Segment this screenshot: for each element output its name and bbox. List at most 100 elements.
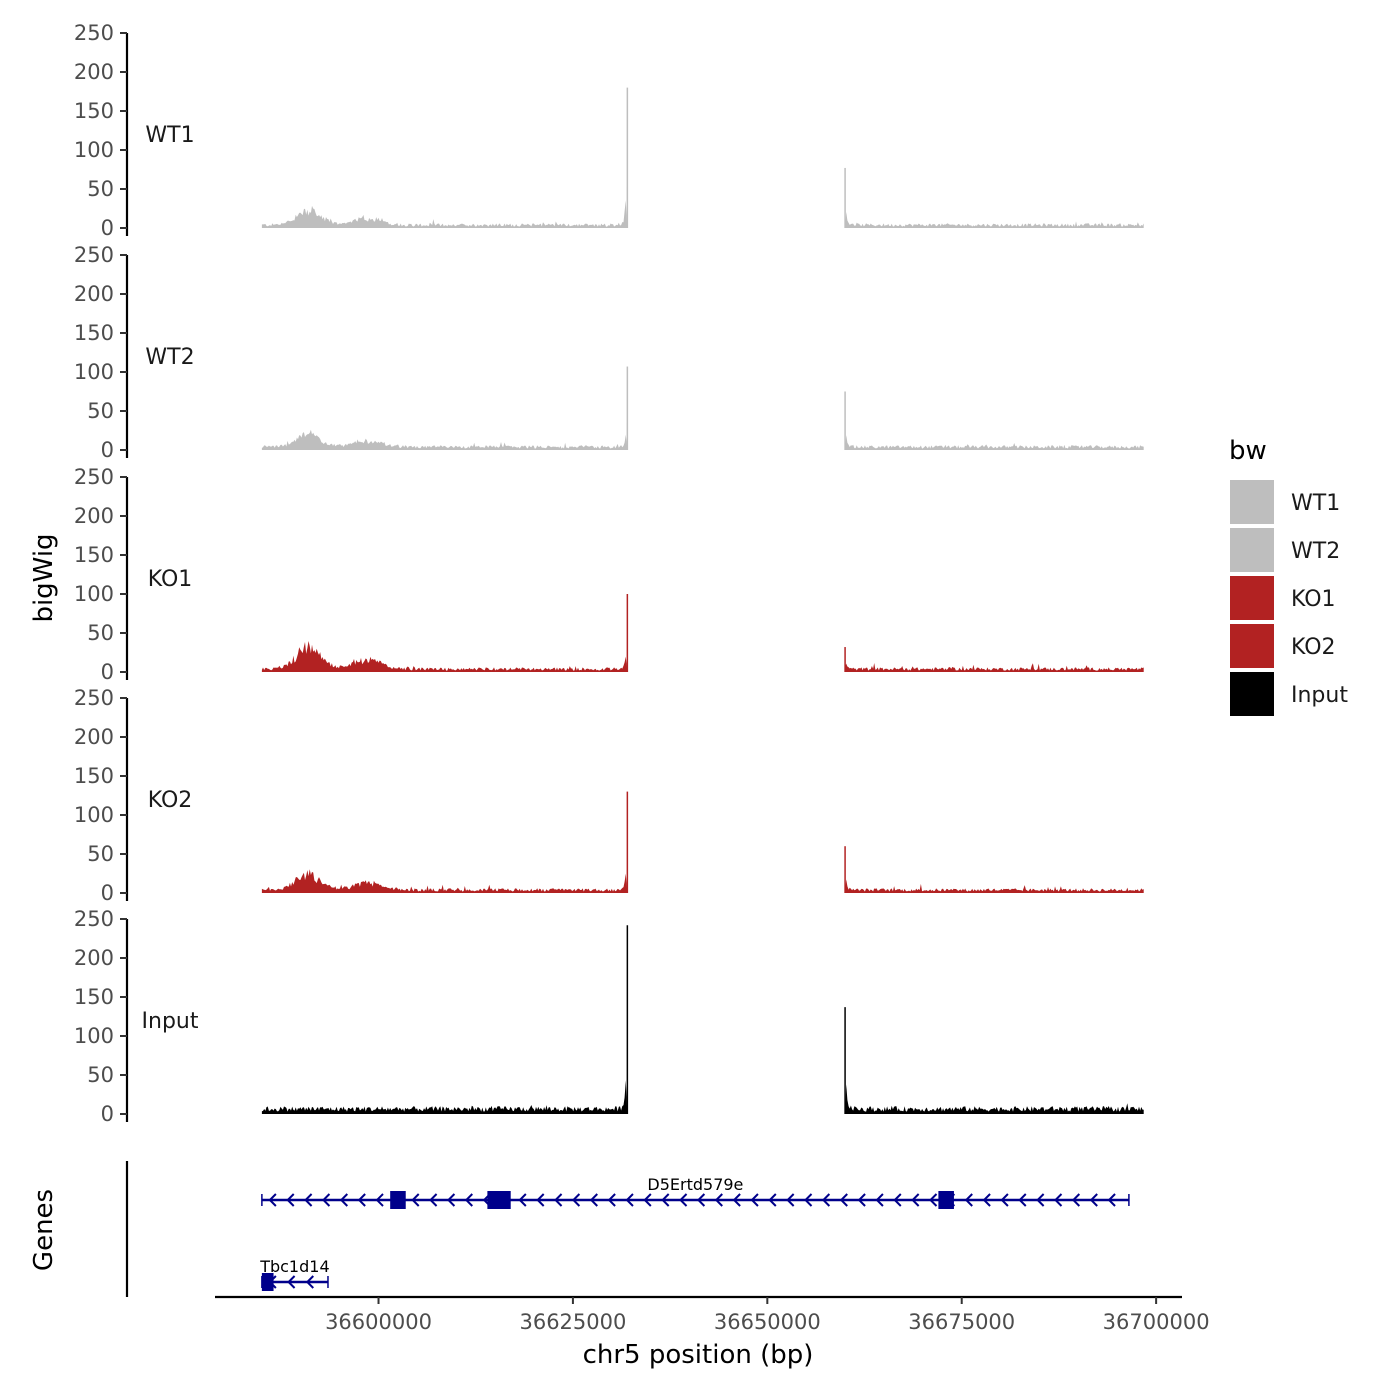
x-axis-title: chr5 position (bp) bbox=[583, 1340, 814, 1370]
y-tick-label: 50 bbox=[87, 1063, 114, 1087]
track-ko2: 0 50 100 150 200 250 KO2 bbox=[74, 686, 1144, 905]
strand-arrow bbox=[929, 1193, 938, 1207]
y-tick-label: 200 bbox=[74, 725, 114, 749]
legend-label: WT2 bbox=[1291, 539, 1340, 564]
y-tick-label: 100 bbox=[74, 1024, 114, 1048]
strand-arrow bbox=[357, 1193, 366, 1207]
strand-arrow bbox=[786, 1193, 795, 1207]
y-tick-label: 150 bbox=[74, 985, 114, 1009]
signal-area bbox=[261, 594, 628, 672]
y-tick-label: 250 bbox=[74, 465, 114, 489]
strand-arrow bbox=[750, 1193, 759, 1207]
legend-label: WT1 bbox=[1291, 491, 1340, 516]
strand-arrow bbox=[304, 1193, 313, 1207]
y-tick-label: 200 bbox=[74, 60, 114, 84]
y-tick-label: 100 bbox=[74, 138, 114, 162]
y-tick-label: 250 bbox=[74, 686, 114, 710]
strand-arrow bbox=[1071, 1193, 1081, 1207]
exon bbox=[390, 1191, 406, 1209]
y-tick-label: 50 bbox=[87, 399, 114, 423]
y-tick-label: 100 bbox=[74, 582, 114, 606]
y-tick-label: 100 bbox=[74, 360, 114, 384]
tracks-layer: 0 50 100 150 200 250 WT1 0 50 100 150 200 250 WT2 0 50 1… bbox=[74, 21, 1144, 1126]
strand-arrow bbox=[305, 1275, 314, 1289]
x-tick-label: 36700000 bbox=[1103, 1310, 1210, 1334]
legend-swatch bbox=[1230, 576, 1274, 620]
strand-arrow bbox=[893, 1193, 902, 1207]
exon bbox=[487, 1191, 511, 1209]
signal-area bbox=[844, 167, 1144, 228]
y-tick-label: 150 bbox=[74, 543, 114, 567]
signal-area bbox=[844, 1007, 1144, 1114]
strand-arrow bbox=[339, 1193, 349, 1207]
genes-layer: D5Ertd579e Tbc1d14 bbox=[125, 1161, 1130, 1297]
y-tick-label: 0 bbox=[101, 660, 114, 684]
signal-area bbox=[844, 647, 1144, 672]
gene-d5ertd579e: D5Ertd579e bbox=[261, 1175, 1130, 1209]
strand-arrow bbox=[518, 1193, 527, 1207]
y-axis-title: bigWig bbox=[29, 533, 59, 622]
strand-arrow bbox=[464, 1193, 473, 1207]
y-tick-label: 0 bbox=[101, 438, 114, 462]
strand-arrow bbox=[607, 1193, 616, 1207]
strand-arrow bbox=[322, 1193, 331, 1207]
strand-arrow bbox=[661, 1193, 670, 1207]
track-label: Input bbox=[142, 1009, 199, 1034]
legend-swatch bbox=[1230, 528, 1274, 572]
strand-arrow bbox=[679, 1193, 688, 1207]
track-label: KO2 bbox=[148, 788, 193, 813]
y-tick-label: 0 bbox=[101, 1102, 114, 1126]
x-tick-label: 36650000 bbox=[714, 1310, 821, 1334]
legend: bw WT1 WT2 KO1 KO2 Input bbox=[1229, 436, 1348, 716]
track-label: KO1 bbox=[148, 567, 193, 592]
strand-arrow bbox=[982, 1193, 991, 1207]
y-tick-label: 100 bbox=[74, 803, 114, 827]
strand-arrow bbox=[1036, 1193, 1045, 1207]
exon bbox=[261, 1273, 274, 1291]
x-tick-label: 36625000 bbox=[519, 1310, 626, 1334]
x-tick-label: 36600000 bbox=[325, 1310, 432, 1334]
strand-arrow bbox=[821, 1193, 831, 1207]
signal-area bbox=[261, 366, 628, 450]
strand-arrow bbox=[429, 1193, 438, 1207]
strand-arrow bbox=[1018, 1193, 1027, 1207]
y-tick-label: 150 bbox=[74, 99, 114, 123]
y-tick-label: 150 bbox=[74, 764, 114, 788]
y-tick-label: 200 bbox=[74, 504, 114, 528]
legend-swatch bbox=[1230, 480, 1274, 524]
track-label: WT2 bbox=[145, 345, 194, 370]
strand-arrow bbox=[911, 1193, 920, 1207]
signal-area bbox=[844, 846, 1144, 893]
strand-arrow bbox=[732, 1193, 741, 1207]
y-tick-label: 200 bbox=[74, 282, 114, 306]
y-tick-label: 250 bbox=[74, 907, 114, 931]
strand-arrow bbox=[857, 1193, 866, 1207]
strand-arrow bbox=[1054, 1193, 1063, 1207]
y-tick-label: 250 bbox=[74, 21, 114, 45]
legend-label: KO2 bbox=[1291, 635, 1336, 660]
strand-arrow bbox=[964, 1193, 973, 1207]
track-label: WT1 bbox=[145, 123, 194, 148]
strand-arrow bbox=[287, 1275, 296, 1289]
signal-area bbox=[261, 791, 628, 893]
strand-arrow bbox=[554, 1193, 563, 1207]
legend-label: Input bbox=[1291, 683, 1348, 708]
strand-arrow bbox=[536, 1193, 545, 1207]
strand-arrow bbox=[714, 1193, 723, 1207]
legend-swatch bbox=[1230, 624, 1274, 668]
genes-axis-title: Genes bbox=[29, 1189, 59, 1271]
x-axis: 36600000 36625000 36650000 36675000 36700000 bbox=[215, 1295, 1210, 1334]
strand-arrow bbox=[286, 1193, 295, 1207]
signal-area bbox=[261, 925, 628, 1114]
signal-area bbox=[261, 87, 628, 228]
track-wt2: 0 50 100 150 200 250 WT2 bbox=[74, 243, 1144, 462]
strand-arrow bbox=[875, 1193, 884, 1207]
strand-arrow bbox=[625, 1193, 634, 1207]
strand-arrow bbox=[589, 1193, 598, 1207]
strand-arrow bbox=[447, 1193, 456, 1207]
exon bbox=[938, 1191, 954, 1209]
strand-arrow bbox=[1089, 1193, 1098, 1207]
strand-arrow bbox=[643, 1193, 652, 1207]
x-tick-label: 36675000 bbox=[908, 1310, 1015, 1334]
